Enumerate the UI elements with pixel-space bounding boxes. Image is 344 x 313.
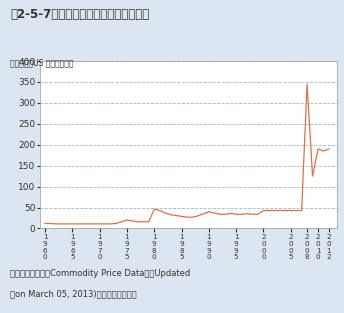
Text: 2
0
0
8: 2 0 0 8 [305,234,309,260]
Text: 1
9
6
5: 1 9 6 5 [70,234,75,260]
Text: 2
0
1
0: 2 0 1 0 [316,234,320,260]
Text: on March 05, 2013)」より環境省作成: on March 05, 2013)」より環境省作成 [10,290,137,299]
Text: 図2-5-7　リン鉱石商品市場価格の推移: 図2-5-7 リン鉱石商品市場価格の推移 [10,8,150,21]
Text: 資料：世界銀行「Commodity Price Data　（Updated: 資料：世界銀行「Commodity Price Data （Updated [10,269,191,278]
Text: 2
0
1
2: 2 0 1 2 [326,234,331,260]
Text: 1
9
7
5: 1 9 7 5 [125,234,129,260]
Text: 2
0
0
5: 2 0 0 5 [288,234,293,260]
Text: 1
9
7
0: 1 9 7 0 [97,234,102,260]
Text: 1
9
6
0: 1 9 6 0 [43,234,47,260]
Text: 2
0
0
0: 2 0 0 0 [261,234,266,260]
Text: 1
9
8
0: 1 9 8 0 [152,234,157,260]
Text: 1
9
9
0: 1 9 9 0 [206,234,211,260]
Text: 1
9
8
5: 1 9 8 5 [179,234,184,260]
Text: （名目価格US ドル／トン）: （名目価格US ドル／トン） [10,58,74,67]
Text: 1
9
9
5: 1 9 9 5 [234,234,238,260]
